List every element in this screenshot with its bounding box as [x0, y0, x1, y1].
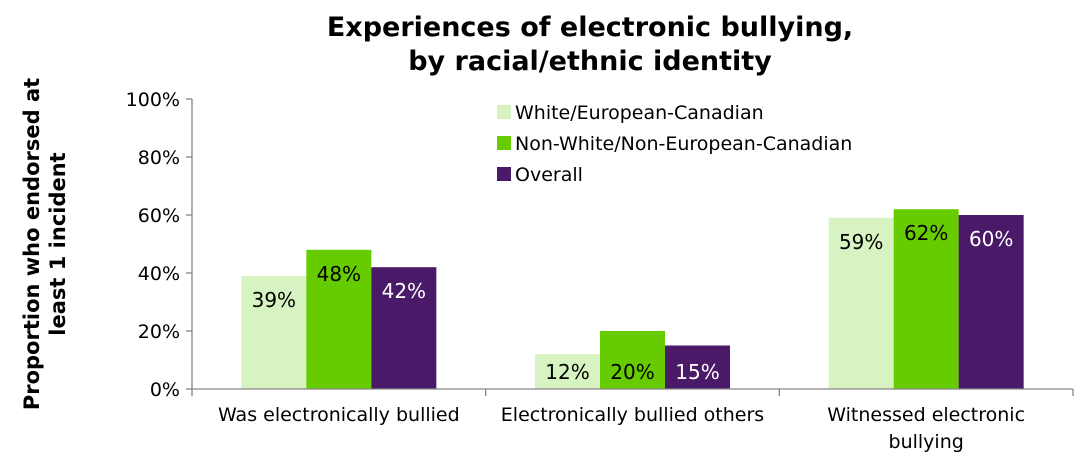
legend-label: Non-White/Non-European-Canadian: [515, 133, 852, 155]
data-label: 60%: [969, 227, 1013, 251]
data-label: 15%: [675, 360, 719, 384]
bars: [241, 209, 1024, 389]
data-label: 62%: [904, 221, 948, 245]
y-axis-label-line: Proportion who endorsed at: [20, 78, 44, 410]
data-labels: 39% 48% 42% 12% 20% 15% 59% 62% 60%: [252, 221, 1014, 384]
data-label: 12%: [545, 360, 589, 384]
y-tick-label: 60%: [138, 205, 180, 227]
chart-title: Experiences of electronic bullying, by ra…: [327, 12, 853, 77]
category-label-line: bullying: [889, 431, 964, 453]
bar: [665, 345, 730, 389]
legend-label: White/European-Canadian: [515, 102, 764, 124]
y-axis-ticks: 0% 20% 40% 60% 80% 100%: [126, 89, 180, 401]
category-label: Was electronically bullied: [218, 404, 460, 426]
legend: White/European-Canadian Non-White/Non-Eur…: [497, 102, 852, 186]
bar: [893, 209, 959, 389]
legend-swatch: [497, 136, 511, 150]
y-axis-label-line: least 1 incident: [46, 152, 70, 335]
category-label-line: Witnessed electronic: [827, 404, 1025, 426]
y-axis-label: Proportion who endorsed atleast 1 incide…: [20, 78, 70, 410]
y-tick-label: 100%: [126, 89, 180, 111]
data-label: 59%: [839, 230, 883, 254]
category-label: Electronically bullied others: [501, 404, 764, 426]
data-label: 39%: [252, 288, 296, 312]
y-tick-label: 20%: [138, 321, 180, 343]
bar: [535, 354, 600, 389]
category-labels: Was electronically bullied Electronically…: [218, 404, 1025, 453]
bar: [600, 331, 665, 389]
legend-swatch: [497, 105, 511, 119]
data-label: 48%: [317, 262, 361, 286]
legend-swatch: [497, 167, 511, 181]
axes: [186, 98, 1074, 396]
y-axis-label-group: Proportion who endorsed atleast 1 incide…: [20, 78, 70, 410]
chart-title-line: by racial/ethnic identity: [408, 46, 772, 77]
category-label-line: Was electronically bullied: [218, 404, 460, 426]
data-label: 42%: [382, 279, 426, 303]
data-label: 20%: [610, 360, 654, 384]
legend-label: Overall: [515, 164, 583, 186]
y-tick-label: 0%: [150, 379, 180, 401]
bar: [241, 275, 307, 389]
bar: [371, 267, 437, 389]
chart-title-line: Experiences of electronic bullying,: [327, 12, 853, 43]
bar: [828, 217, 894, 389]
category-label: Witnessed electronic bullying: [827, 404, 1025, 453]
bar: [306, 249, 372, 389]
category-label-line: Electronically bullied others: [501, 404, 764, 426]
bar: [958, 215, 1024, 389]
y-tick-label: 80%: [138, 147, 180, 169]
y-tick-label: 40%: [138, 263, 180, 285]
